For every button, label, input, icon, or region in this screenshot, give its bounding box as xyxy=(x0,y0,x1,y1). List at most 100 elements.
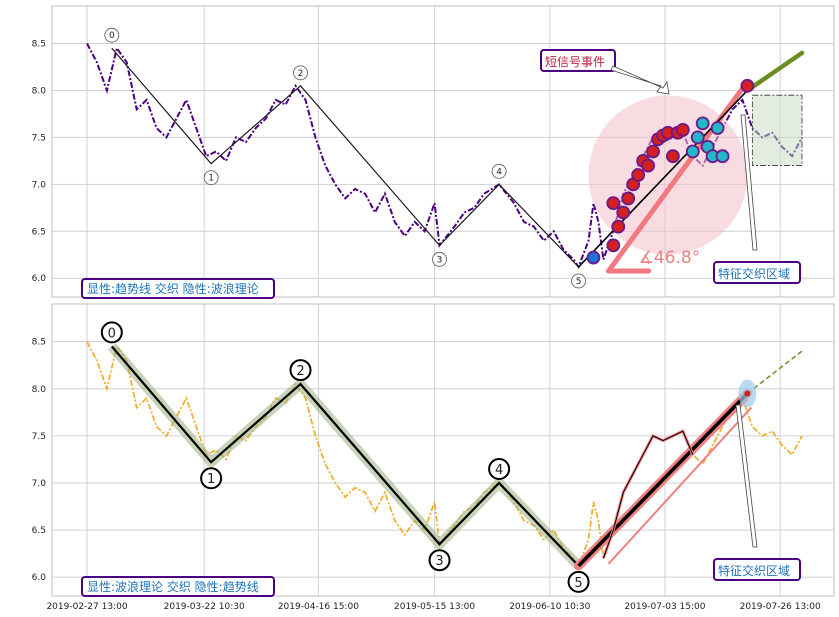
wave-label-text: 3 xyxy=(437,255,443,265)
red-event-dot xyxy=(646,144,660,159)
top-panel-plot: 0 1 2 3 4 5 ∡46.8° xyxy=(86,27,805,289)
blue-event-bubble xyxy=(710,121,725,135)
wave-label-text: 3 xyxy=(435,554,443,569)
wave-label-4: 4 xyxy=(491,163,507,179)
wave-label-circle xyxy=(203,170,219,186)
x-axis-ticks: 2019-02-27 13:00 2019-03-22 10:30 2019-04-… xyxy=(46,602,821,612)
top-panel-y-ticks: 6.0 6.5 7.0 7.5 8.0 8.5 xyxy=(32,40,47,285)
trend-line xyxy=(577,89,748,268)
x-tick-label: 2019-03-22 10:30 xyxy=(164,602,245,612)
blue-event-dot xyxy=(586,250,601,265)
trend-channel-line-lower xyxy=(607,406,753,565)
wave-label-text: 2 xyxy=(296,364,304,379)
y-tick-label: 7.5 xyxy=(32,432,46,442)
x-tick-label: 2019-07-26 13:00 xyxy=(740,602,821,612)
short-signal-callout-text: 短信号事件 xyxy=(545,55,605,69)
feature-zone-box xyxy=(751,94,803,166)
wave-label-text: 2 xyxy=(298,69,304,79)
red-event-dot xyxy=(606,196,621,211)
blue-event-bubble xyxy=(685,144,700,159)
wave-label-2: 2 xyxy=(289,359,312,382)
bottom-panel-plot: 0 1 2 3 4 5 xyxy=(86,321,803,593)
blue-event-dot xyxy=(715,149,730,164)
bottom-panel-caption-text: 显性:波浪理论 交织 隐性:趋势线 xyxy=(87,579,259,594)
y-tick-label: 7.0 xyxy=(32,180,47,190)
bottom-feature-zone-callout: 特征交织区域 xyxy=(713,404,801,581)
x-tick-label: 2019-04-16 15:00 xyxy=(278,602,359,612)
wave-label-circle xyxy=(289,359,312,382)
wave-label-circle xyxy=(432,251,447,267)
wave-label-3: 3 xyxy=(432,251,447,267)
wave-label-5: 5 xyxy=(571,273,587,289)
blue-event-bubble xyxy=(586,250,601,265)
red-event-bubble xyxy=(606,196,621,211)
wave-label-2: 2 xyxy=(293,65,308,81)
bottom-feature-zone-callout-text: 特征交织区域 xyxy=(718,563,790,578)
feature-zone-dot xyxy=(744,390,751,397)
wave-zigzag-line xyxy=(110,345,580,567)
x-tick-label: 2019-02-27 13:00 xyxy=(46,602,127,612)
wave-label-circle xyxy=(100,321,123,344)
red-event-dot xyxy=(621,191,636,206)
blue-event-dot xyxy=(690,130,705,145)
wave-label-text: 4 xyxy=(495,463,503,478)
wave-label-0: 0 xyxy=(100,321,123,344)
wave-label-circle xyxy=(567,570,590,593)
bottom-panel-grid xyxy=(52,304,834,596)
red-event-bubble xyxy=(631,168,646,182)
trend-line xyxy=(577,392,749,568)
wave-highlight-band xyxy=(108,343,583,570)
y-tick-label: 8.5 xyxy=(32,40,46,50)
wave-label-text: 1 xyxy=(207,472,215,487)
y-tick-label: 7.0 xyxy=(32,479,47,489)
red-event-bubble xyxy=(611,219,626,234)
red-event-bubble xyxy=(740,78,755,93)
trend-angle-label: ∡46.8° xyxy=(639,248,701,268)
wave-zigzag-line xyxy=(111,47,580,268)
y-tick-label: 8.0 xyxy=(32,86,47,96)
top-panel-caption-text: 显性:趋势线 交织 隐性:波浪理论 xyxy=(87,281,259,296)
blue-event-bubble xyxy=(690,130,705,145)
red-event-dot xyxy=(641,158,655,173)
trend-extension-line xyxy=(745,50,805,93)
red-event-dot xyxy=(631,168,646,182)
wave-label-circle xyxy=(488,457,511,480)
y-tick-label: 8.5 xyxy=(32,338,46,348)
red-event-dot xyxy=(666,149,680,164)
red-event-dot xyxy=(611,219,626,234)
red-event-dot xyxy=(740,78,755,93)
blue-event-bubble xyxy=(695,116,710,131)
recent-price-outline xyxy=(602,430,694,559)
red-event-bubble xyxy=(616,205,631,220)
top-panel-frame xyxy=(51,5,835,298)
wave-label-text: 4 xyxy=(496,167,502,177)
red-event-bubble xyxy=(606,238,621,253)
wave-label-3: 3 xyxy=(428,549,451,572)
y-tick-label: 6.5 xyxy=(32,227,46,237)
wave-label-text: 1 xyxy=(208,174,214,184)
wave-label-text: 5 xyxy=(576,277,582,287)
y-tick-label: 6.5 xyxy=(32,526,46,536)
wave-label-text: 0 xyxy=(109,31,115,41)
red-event-bubble xyxy=(621,191,636,206)
wave-label-4: 4 xyxy=(488,457,511,480)
red-event-dot xyxy=(675,123,690,137)
bottom-panel-frame xyxy=(51,303,835,597)
top-panel-caption: 显性:趋势线 交织 隐性:波浪理论 xyxy=(81,278,275,299)
trend-extension-line xyxy=(746,350,803,395)
y-tick-label: 8.0 xyxy=(32,385,47,395)
y-tick-label: 6.0 xyxy=(32,573,47,583)
wave-label-circle xyxy=(293,65,308,81)
wave-label-0: 0 xyxy=(104,27,120,43)
wave-label-text: 5 xyxy=(574,576,582,591)
red-event-bubble xyxy=(666,149,680,164)
wave-label-circle xyxy=(200,467,223,490)
y-tick-label: 6.0 xyxy=(32,274,47,284)
x-tick-label: 2019-05-15 13:00 xyxy=(394,602,475,612)
short-signal-callout: 短信号事件 xyxy=(540,49,670,95)
wave-label-circle xyxy=(428,549,451,572)
bottom-panel-y-ticks: 6.0 6.5 7.0 7.5 8.0 8.5 xyxy=(32,338,47,583)
blue-event-dot xyxy=(685,144,700,159)
